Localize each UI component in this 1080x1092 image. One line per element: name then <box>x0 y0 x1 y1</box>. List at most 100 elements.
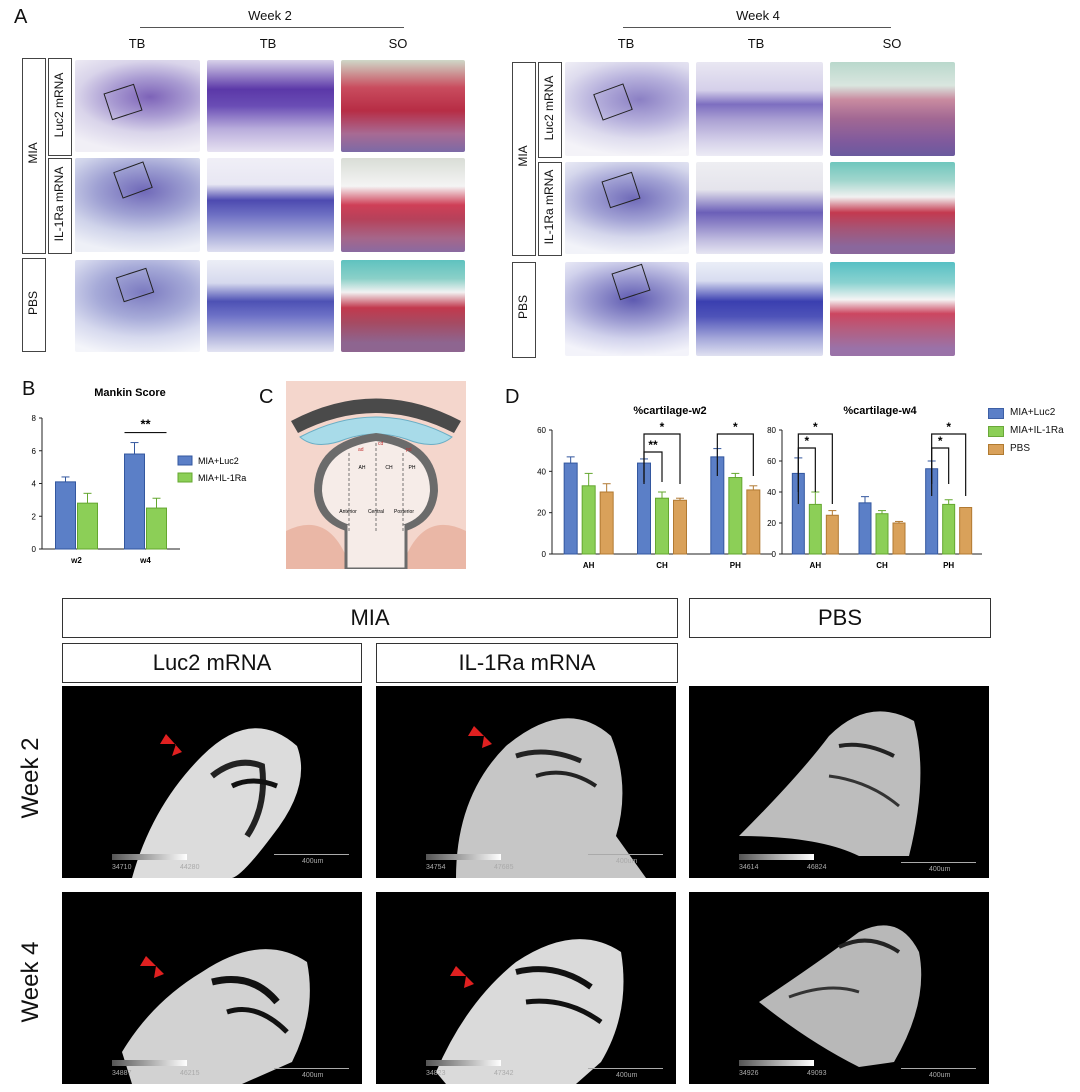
week2-il1ra-label: IL-1Ra mRNA <box>52 166 66 242</box>
bar <box>892 522 906 555</box>
legend-label: MIA+IL-1Ra <box>1010 425 1064 436</box>
microct-week4-luc2: 34887 46215 400um <box>62 892 362 1084</box>
bar <box>942 503 956 555</box>
histology-w4-mia-luc2-so <box>830 62 955 156</box>
week4-col-tb-2: TB <box>747 36 765 51</box>
posterior-label: Posterior <box>394 509 414 515</box>
bar <box>146 507 167 550</box>
bar <box>655 497 669 555</box>
scale-bar <box>588 854 663 855</box>
bar <box>959 507 973 555</box>
y-tick-label: 2 <box>32 512 37 521</box>
bone-render <box>122 949 310 1084</box>
row-label-week2: Week 2 <box>17 737 44 819</box>
microct-week2-il1ra: 34754 47685 400um <box>376 686 676 878</box>
bone-render <box>132 728 302 878</box>
significance-label: * <box>804 434 809 448</box>
histology-w2-pbs-tb-low <box>75 260 200 352</box>
significance-label: ** <box>140 417 151 432</box>
bar <box>599 491 614 555</box>
week2-col-so: SO <box>388 36 408 51</box>
scale-max: 47342 <box>494 1070 514 1077</box>
significance-bracket <box>643 433 681 484</box>
week2-pbs-box <box>22 258 46 352</box>
bar <box>746 489 761 555</box>
y-tick-label: 40 <box>767 488 776 497</box>
week4-luc2-label: Luc2 mRNA <box>542 75 556 141</box>
zoom-box <box>611 263 651 301</box>
week2-col-tb-2: TB <box>259 36 277 51</box>
x-tick-label: CH <box>656 561 668 570</box>
histology-w4-pbs-so <box>830 262 955 356</box>
meniscus <box>299 416 453 445</box>
scale-min: 34710 <box>112 864 132 871</box>
y-tick-label: 20 <box>767 519 776 528</box>
x-tick-label: w4 <box>139 556 151 565</box>
legend-swatch <box>177 472 193 483</box>
legend-swatch <box>988 407 1004 419</box>
histology-w4-mia-luc2-tb-low <box>565 62 689 156</box>
panel-d-legend: MIA+Luc2 MIA+IL-1Ra PBS <box>988 404 1064 458</box>
scale-max: 46215 <box>180 1070 200 1077</box>
week2-pbs-label: PBS <box>26 291 40 316</box>
week4-il1ra-label: IL-1Ra mRNA <box>542 169 556 245</box>
soft-tissue-left <box>286 524 346 569</box>
scale-bar-label: 400um <box>302 1072 324 1079</box>
microct-week2-luc2: 34710 44280 400um <box>62 686 362 878</box>
scale-gradient <box>112 854 187 860</box>
histology-w2-mia-il1ra-tb-low <box>75 158 200 252</box>
ch-label: CH <box>385 465 393 471</box>
zoom-box <box>115 267 155 303</box>
significance-bracket <box>716 433 754 476</box>
bone-render <box>759 925 922 1067</box>
bar <box>55 481 76 550</box>
week2-col-tb-1: TB <box>128 36 146 51</box>
bar <box>563 462 578 555</box>
ph-label: PH <box>409 465 416 471</box>
bar <box>77 502 98 550</box>
significance-label: * <box>813 420 818 434</box>
legend-label: MIA+Luc2 <box>1010 407 1056 418</box>
scale-bar <box>274 1068 349 1069</box>
histology-w4-mia-luc2-tb-high <box>696 62 823 156</box>
legend-item-pbs: PBS <box>988 440 1064 458</box>
y-tick-label: 4 <box>32 480 37 489</box>
scale-bar <box>588 1068 663 1069</box>
scale-min: 34887 <box>112 1070 132 1077</box>
histology-w2-mia-luc2-tb-high <box>207 60 334 152</box>
chart-title: %cartilage-w2 <box>633 405 706 417</box>
y-tick-label: 80 <box>767 426 776 435</box>
scale-min: 34614 <box>739 864 759 871</box>
y-tick-label: 8 <box>32 414 37 423</box>
femoral-cortex <box>291 398 461 433</box>
bar <box>875 513 889 555</box>
x-tick-label: CH <box>876 561 888 570</box>
anterior-label: Anterior <box>339 509 357 515</box>
legend-label: MIA+Luc2 <box>198 456 239 466</box>
scale-gradient <box>739 854 814 860</box>
y-tick-label: 0 <box>32 545 37 554</box>
scale-bar-label: 400um <box>616 1072 638 1079</box>
zoom-box <box>601 171 641 209</box>
bar <box>858 502 872 555</box>
red-arrow-icon <box>160 734 182 756</box>
week4-pbs-label: PBS <box>516 295 530 320</box>
bar <box>808 503 822 555</box>
header-mia: MIA <box>62 598 678 638</box>
y-tick-label: 40 <box>537 467 546 476</box>
scale-bar <box>274 854 349 855</box>
x-tick-label: AH <box>810 561 822 570</box>
x-tick-label: PH <box>943 561 954 570</box>
scale-gradient <box>426 1060 501 1066</box>
header-pbs: PBS <box>689 598 991 638</box>
legend-item-luc2: MIA+Luc2 <box>988 404 1064 422</box>
significance-bracket <box>797 433 833 504</box>
week2-il1ra-box <box>48 158 72 254</box>
ah-label: AH <box>359 465 366 471</box>
red-arrow-icon <box>140 956 164 978</box>
week4-mia-outer-box <box>512 62 536 256</box>
week4-col-so: SO <box>882 36 902 51</box>
scale-bar <box>901 1068 976 1069</box>
week4-il1ra-box <box>538 162 562 256</box>
